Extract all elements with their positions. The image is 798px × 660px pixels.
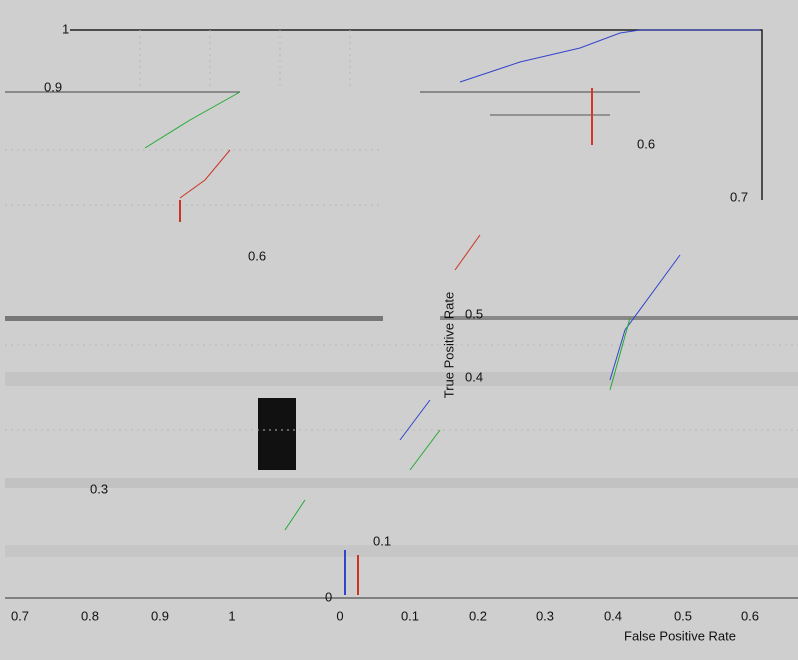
band	[440, 316, 798, 320]
tick-label: 0.7	[730, 189, 748, 204]
band	[5, 545, 798, 557]
glitch-block	[258, 398, 296, 470]
tick-label: 0.6	[248, 248, 266, 263]
tick-label: 0.6	[637, 136, 655, 151]
band	[5, 372, 798, 386]
tick-label: 0.9	[44, 79, 62, 94]
x-tick-label: 0.2	[469, 608, 487, 623]
x-tick-label: 0.9	[151, 608, 169, 623]
x-tick-label: 1	[228, 608, 235, 623]
tick-label: 0.5	[465, 306, 483, 321]
background	[0, 0, 798, 660]
tick-label: 0.1	[373, 533, 391, 548]
x-tick-label: 0.3	[536, 608, 554, 623]
band	[5, 316, 383, 321]
tick-label: 0.4	[465, 369, 483, 384]
x-tick-label: 0.6	[741, 608, 759, 623]
y-axis-label: True Positive Rate	[441, 292, 456, 398]
tick-label: 1	[62, 21, 69, 36]
x-tick-label: 0.1	[401, 608, 419, 623]
tick-label: 0.3	[90, 481, 108, 496]
page: 1 0.9 0.6 0.7 0.6 0.5 0.4 0.3 0.1 0 True…	[0, 0, 798, 660]
tick-label: 0	[325, 589, 332, 604]
x-tick-label: 0.5	[674, 608, 692, 623]
x-tick-label: 0.4	[604, 608, 622, 623]
x-tick-label: 0.7	[11, 608, 29, 623]
x-tick-label: 0	[336, 608, 343, 623]
x-axis-label: False Positive Rate	[624, 628, 736, 643]
x-tick-label: 0.8	[81, 608, 99, 623]
screenshot: 1 0.9 0.6 0.7 0.6 0.5 0.4 0.3 0.1 0 True…	[0, 0, 798, 660]
band	[5, 478, 798, 488]
